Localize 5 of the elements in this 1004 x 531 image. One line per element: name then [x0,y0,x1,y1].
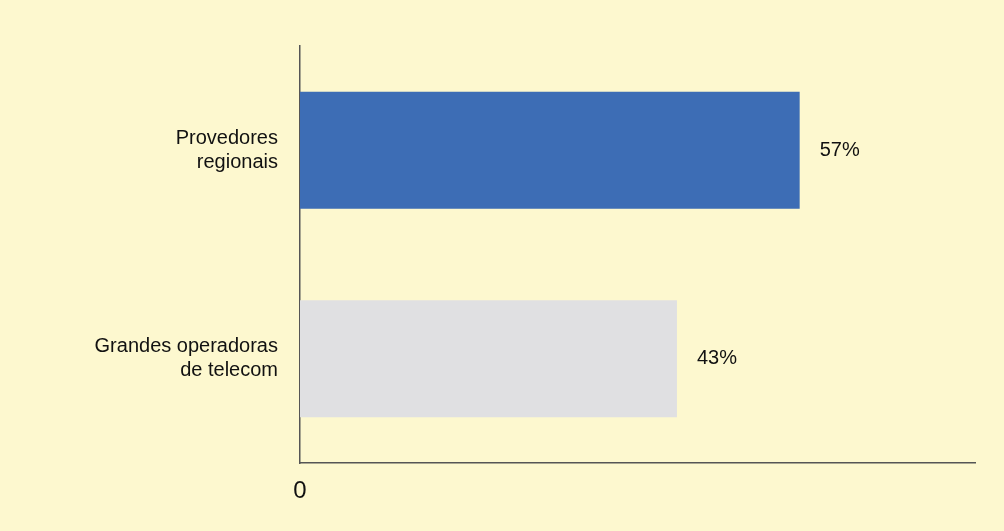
y-tick-label: Provedores regionais [175,125,278,172]
data-label: 57% [819,137,860,160]
data-label: 43% [696,346,738,369]
y-tick-label: Grandes operadoras de telecom [94,334,278,381]
text: 0 [293,475,307,503]
